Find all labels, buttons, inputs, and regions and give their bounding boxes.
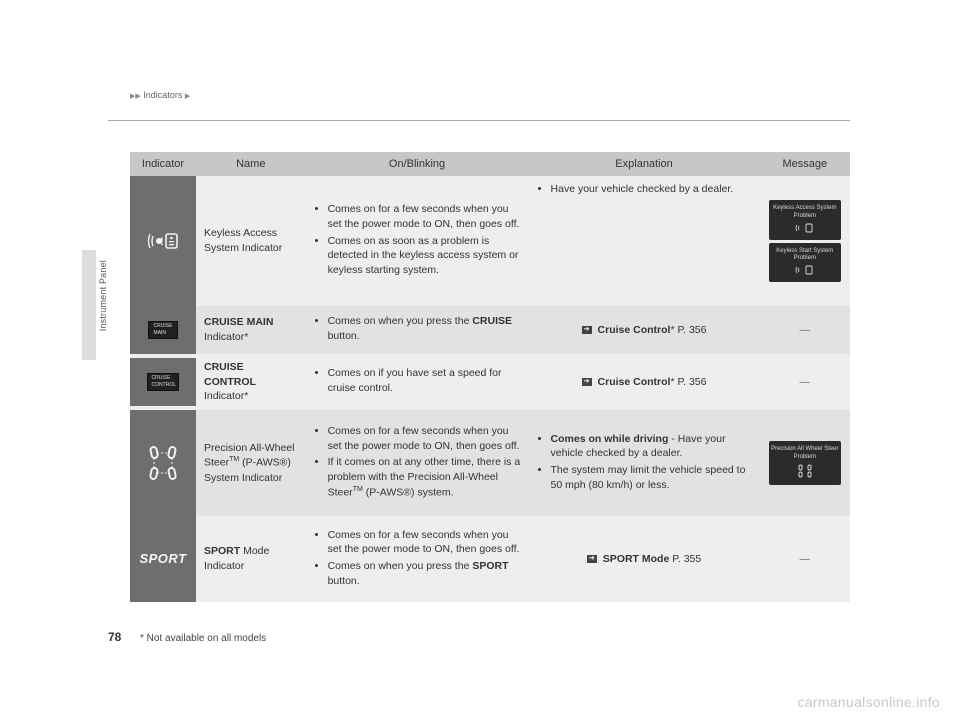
table-row: SPORT SPORT Mode Indicator Comes on for …: [130, 516, 850, 602]
cell-text: Comes on when you press the CRUISE butto…: [328, 314, 521, 343]
cell-name-rest: Indicator: [204, 390, 244, 402]
svg-text:!: !: [160, 236, 164, 248]
th-indicator: Indicator: [130, 152, 196, 176]
breadcrumb: ▶▶ Indicators ▶: [130, 90, 190, 100]
cell-name-bold: CRUISE MAIN: [204, 316, 273, 328]
breadcrumb-label: Indicators: [143, 90, 182, 100]
keyless-access-icon: !: [130, 176, 196, 306]
cell-dash: —: [760, 306, 850, 354]
page-number: 78: [108, 630, 121, 644]
message-chip: Keyless Access System Problem: [769, 200, 841, 239]
keyless-start-icon: [771, 264, 839, 279]
sport-mode-icon: SPORT: [130, 516, 196, 602]
reference-label: Cruise Control: [598, 376, 671, 388]
cell-name-bold: SPORT: [204, 545, 240, 557]
message-chip-text: Keyless Access System Problem: [773, 205, 836, 218]
breadcrumb-arrow-icon: ▶: [185, 93, 190, 100]
cell-name-rest: Indicator: [204, 331, 244, 343]
side-tab: [82, 250, 96, 360]
paws-icon: [130, 410, 196, 516]
watermark: carmanualsonline.info: [798, 694, 941, 710]
header-rule: [108, 120, 850, 121]
reference-page: P. 356: [675, 376, 707, 388]
cell-text: Comes on for a few seconds when you set …: [328, 528, 521, 557]
table-row: Precision All-Wheel SteerTM (P-AWS®) Sys…: [130, 410, 850, 516]
cell-text: Comes on for a few seconds when you set …: [328, 202, 521, 231]
breadcrumb-arrow-icon: ▶: [135, 93, 140, 100]
cell-text: Comes on as soon as a problem is detecte…: [328, 234, 521, 278]
th-message: Message: [760, 152, 850, 176]
side-tab-label: Instrument Panel: [98, 260, 108, 331]
message-chip: Precision All Wheel Steer Problem: [769, 441, 841, 484]
message-chip-text: Keyless Start System Problem: [776, 248, 833, 261]
tm-mark: TM: [229, 456, 239, 463]
reference-label: Cruise Control: [598, 324, 671, 336]
cell-dash: —: [760, 354, 850, 410]
cell-dash: —: [760, 516, 850, 602]
paws-icon: [771, 463, 839, 482]
indicator-table: Indicator Name On/Blinking Explanation M…: [130, 152, 850, 602]
reference-page: P. 355: [669, 553, 701, 565]
th-on: On/Blinking: [306, 152, 529, 176]
cruise-control-icon: CRUISECONTROL: [130, 358, 196, 406]
reference-arrow-icon: ➔: [582, 378, 592, 386]
table-row: CRUISECONTROL CRUISE CONTROL Indicator* …: [130, 354, 850, 410]
tm-mark: TM: [353, 486, 363, 493]
th-explanation: Explanation: [529, 152, 760, 176]
footnote-star: *: [244, 390, 248, 402]
cell-text: The system may limit the vehicle speed t…: [551, 463, 752, 492]
keyless-access-icon: [771, 222, 839, 237]
reference-arrow-icon: ➔: [582, 326, 592, 334]
reference-label: SPORT Mode: [603, 553, 670, 565]
message-chip-text: Precision All Wheel Steer Problem: [771, 446, 838, 459]
table-row: ! Keyless Access System Indicator Comes …: [130, 176, 850, 306]
cruise-main-icon: CRUISEMAIN: [130, 306, 196, 354]
cell-text: Comes on for a few seconds when you set …: [328, 424, 521, 453]
reference-arrow-icon: ➔: [587, 555, 597, 563]
cell-name: Keyless Access System Indicator: [196, 176, 306, 306]
cell-text: Comes on when you press the SPORT button…: [328, 559, 521, 588]
cell-text: Comes on while driving - Have your vehic…: [551, 432, 752, 461]
cell-text: Have your vehicle checked by a dealer.: [551, 182, 752, 197]
cell-text: Comes on if you have set a speed for cru…: [328, 366, 521, 395]
cell-text: If it comes on at any other time, there …: [328, 455, 521, 500]
cell-name-bold: CRUISE CONTROL: [204, 361, 256, 388]
message-chip: Keyless Start System Problem: [769, 243, 841, 282]
footnote-star: *: [244, 331, 248, 343]
table-row: CRUISEMAIN CRUISE MAIN Indicator* Comes …: [130, 306, 850, 354]
reference-page: P. 356: [675, 324, 707, 336]
th-name: Name: [196, 152, 306, 176]
footnote: * Not available on all models: [140, 633, 266, 644]
